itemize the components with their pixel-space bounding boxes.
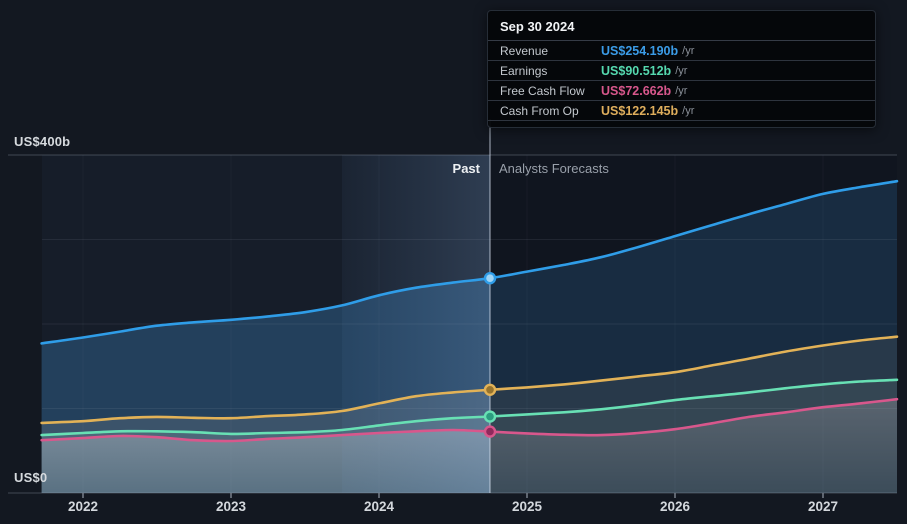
- tooltip-row-unit: /yr: [682, 44, 695, 57]
- tooltip-rows: Revenue US$254.190b/yr Earnings US$90.512b /…: [488, 41, 875, 121]
- tooltip-row-label: Earnings: [500, 63, 548, 78]
- tooltip-row-value: US$122.145b: [601, 103, 679, 118]
- tooltip-row-value: US$90.512b: [601, 63, 672, 78]
- tooltip-date: Sep 30 2024: [488, 14, 875, 41]
- y-axis-label-0: US$0: [14, 470, 48, 485]
- y-axis-label-400b: US$400b: [14, 134, 71, 149]
- series-free-cash-flow-line: [40, 397, 899, 443]
- marker-earnings: [483, 410, 497, 423]
- forecast-region-shade: [490, 155, 897, 493]
- marker-revenue: [483, 272, 497, 285]
- tooltip-row-value: US$254.190b: [601, 43, 679, 58]
- tooltip-row-unit: /yr: [675, 64, 688, 77]
- tooltip-row-label: Revenue: [500, 43, 549, 58]
- series-revenue-line: [40, 179, 899, 345]
- series-earnings-line: [40, 378, 899, 437]
- marker-free-cash-flow: [483, 425, 497, 438]
- tooltip-row-revenue: Revenue US$254.190b/yr: [488, 41, 875, 61]
- tooltip-row-value: US$72.662b: [601, 83, 672, 98]
- highlight-band: [342, 155, 490, 493]
- tooltip-row-unit: /yr: [675, 84, 688, 97]
- past-label: Past: [452, 161, 480, 176]
- tooltip-row-free-cash-flow: Free Cash Flow US$72.662b/yr: [488, 81, 875, 101]
- tooltip-row-label: Cash From Op: [500, 103, 579, 118]
- tooltip-row-earnings: Earnings US$90.512b/yr: [488, 61, 875, 81]
- analysts-forecasts-label: Analysts Forecasts: [499, 161, 609, 176]
- series-cash-from-op-line: [40, 335, 899, 425]
- tooltip-row-unit: /yr: [682, 104, 695, 117]
- chart-tooltip: Sep 30 2024 Revenue US$254.190b/yr Earning…: [487, 10, 876, 128]
- tooltip-row-cash-from-op: Cash From Op US$122.145b/yr: [488, 101, 875, 121]
- tooltip-row-label: Free Cash Flow: [500, 83, 585, 98]
- marker-cash-from-op: [483, 383, 497, 396]
